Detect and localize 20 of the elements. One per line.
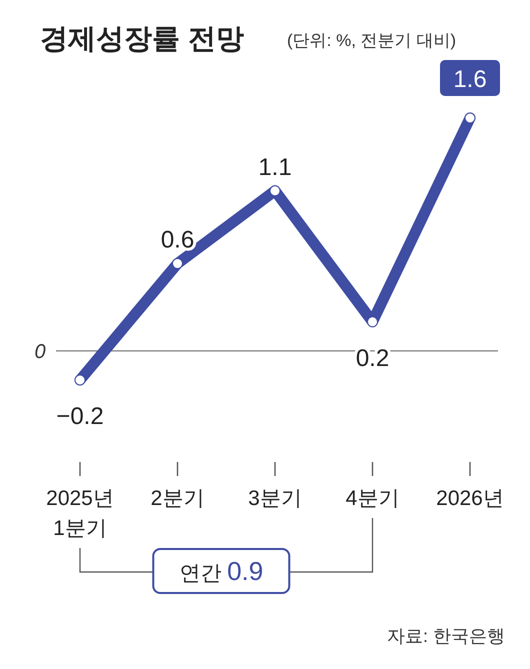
x-tick-label: 4분기 bbox=[346, 487, 400, 510]
data-label: 0.6 bbox=[160, 226, 194, 254]
point bbox=[367, 316, 378, 328]
point bbox=[74, 374, 86, 386]
text: 연간 0.9 bbox=[179, 556, 264, 586]
point bbox=[464, 112, 476, 124]
data-label: 1.1 bbox=[258, 154, 292, 181]
data-label: 1.6 bbox=[453, 66, 487, 93]
data-label: 0.2 bbox=[356, 344, 390, 372]
text: 자료: 한국은행 bbox=[386, 626, 505, 646]
chart-subtitle: (단위: %, 전분기 대비) bbox=[287, 31, 456, 50]
point bbox=[270, 185, 280, 196]
x-tick-label: 2025년 1분기 bbox=[46, 487, 114, 540]
ref-line-label: 0 bbox=[34, 340, 46, 363]
x-tick-label: 3분기 bbox=[248, 487, 302, 510]
data-label: −0.2 bbox=[56, 403, 104, 430]
x-tick-label: 2026년 bbox=[436, 487, 504, 510]
chart-title: 경제성장률 전망 bbox=[40, 23, 244, 54]
point bbox=[172, 258, 183, 270]
x-tick-label: 2분기 bbox=[150, 487, 204, 510]
